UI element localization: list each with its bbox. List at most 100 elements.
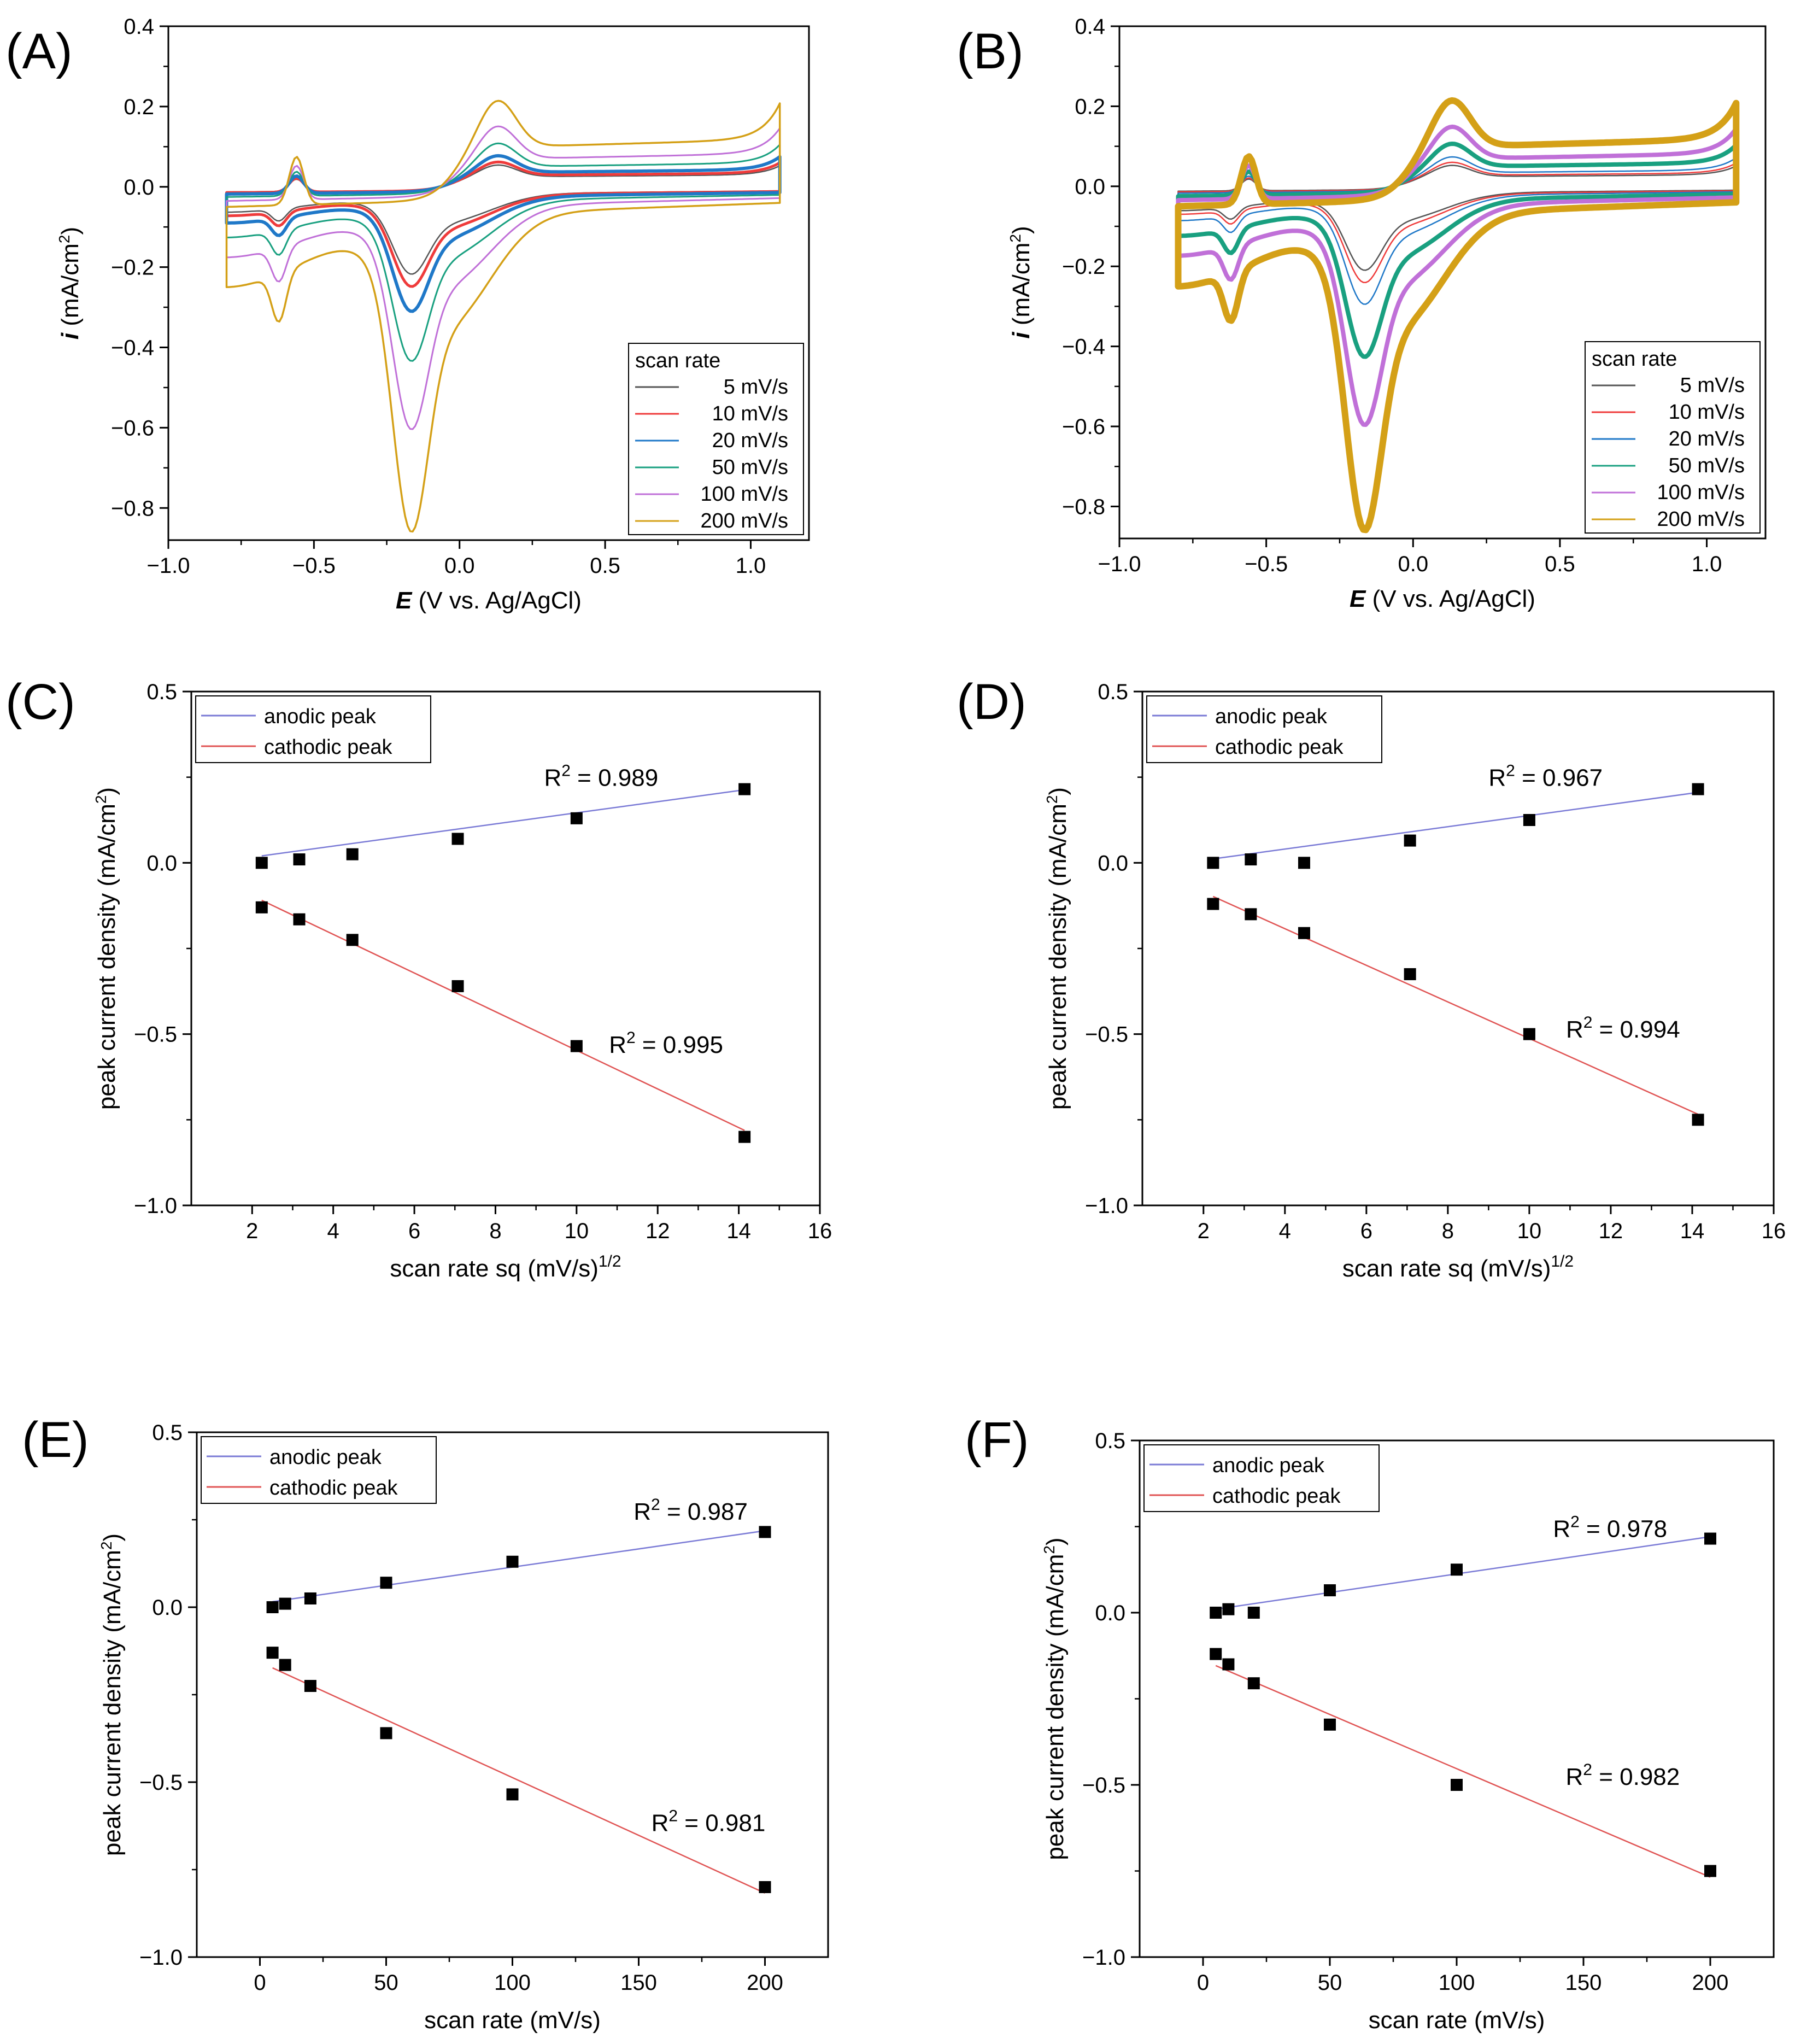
legend-label: 20 mV/s <box>712 429 788 452</box>
r-squared-value: = 0.989 <box>571 764 658 791</box>
y-tick-label: 0.4 <box>1075 15 1105 39</box>
x-tick-label: 4 <box>327 1219 339 1243</box>
r-squared-label: R2 = 0.981 <box>652 1807 766 1837</box>
panel-label: (A) <box>5 24 73 79</box>
x-tick-label: 12 <box>1599 1219 1623 1243</box>
r-squared-sup: 2 <box>626 1029 636 1047</box>
fit-line-anodic <box>1213 792 1698 860</box>
data-point <box>1523 1028 1535 1040</box>
legend-box <box>628 343 804 535</box>
y-axis-title-sup: 2 <box>1043 795 1060 804</box>
data-point <box>570 1040 583 1052</box>
r-squared-label: R2 = 0.989 <box>544 762 658 791</box>
fit-line-cathodic <box>272 1667 766 1894</box>
x-tick-label: 0.5 <box>590 554 620 578</box>
panel-f: (F) 0 50 100 150 200 −1.0 −0.5 0.0 0.5 scan rate (… <box>965 1412 1775 2034</box>
x-tick-label: −0.5 <box>292 554 336 578</box>
panel-label: (C) <box>5 674 75 730</box>
y-tick-label: −0.2 <box>111 256 154 280</box>
x-tick-label: 1.0 <box>1692 552 1722 576</box>
r-squared-sup: 2 <box>651 1496 660 1514</box>
y-tick-label: 0.0 <box>124 175 154 200</box>
r-squared-label: R2 = 0.995 <box>609 1029 723 1058</box>
x-tick-label: 1.0 <box>736 554 766 578</box>
data-point <box>451 980 464 992</box>
r-squared-value: = 0.967 <box>1515 764 1603 791</box>
data-point <box>570 812 583 824</box>
x-tick-label: −1.0 <box>147 554 190 578</box>
y-tick-label: 0.0 <box>146 851 177 875</box>
y-tick-label: −1.0 <box>139 1946 183 1970</box>
r-squared-symbol: R <box>633 1498 651 1525</box>
y-tick-label: −0.8 <box>111 496 154 520</box>
x-tick-label: 16 <box>1762 1219 1786 1243</box>
y-tick-label: 0.0 <box>1095 1601 1125 1625</box>
data-point <box>279 1659 291 1671</box>
y-tick-label: −0.4 <box>111 336 154 360</box>
x-tick-label: 10 <box>1517 1219 1542 1243</box>
plot-frame <box>167 25 810 541</box>
legend-box <box>201 1436 437 1504</box>
legend-label: cathodic peak <box>1215 736 1344 759</box>
y-axis-title: i (mA/cm2) <box>1007 226 1035 338</box>
x-tick-label: 12 <box>646 1219 670 1243</box>
cv-curve-3 <box>1176 142 1739 359</box>
data-point <box>1210 1648 1222 1660</box>
x-tick-label: 0 <box>1197 1971 1209 1995</box>
r-squared-symbol: R <box>652 1810 669 1837</box>
data-point <box>1210 1607 1222 1619</box>
x-axis-title: E (V vs. Ag/AgCl) <box>396 587 582 614</box>
panel-d: (D) 2 4 6 8 10 12 14 16 −1.0 −0.5 0.0 0.5 scan rate s… <box>957 674 1786 1282</box>
r-squared-symbol: R <box>1566 1764 1583 1790</box>
x-tick-label: 50 <box>374 1971 398 1995</box>
x-tick-label: 150 <box>1565 1971 1602 1995</box>
data-point <box>738 783 751 795</box>
r-squared-sup: 2 <box>561 762 571 780</box>
x-tick-label: 8 <box>489 1219 501 1243</box>
x-axis-title-unit: (V vs. Ag/AgCl) <box>412 587 582 614</box>
y-tick-label: 0.5 <box>146 680 177 704</box>
y-tick-label: −0.5 <box>1082 1773 1125 1797</box>
y-tick-label: −1.0 <box>134 1194 177 1218</box>
legend-label: cathodic peak <box>264 736 392 759</box>
cv-curve-5 <box>225 99 781 533</box>
r-squared-label: R2 = 0.987 <box>633 1496 748 1525</box>
r-squared-value: = 0.994 <box>1592 1016 1680 1043</box>
cv-curve-1 <box>1177 161 1737 284</box>
x-axis-title: E (V vs. Ag/AgCl) <box>1350 585 1535 612</box>
r-squared-value: = 0.981 <box>678 1810 765 1837</box>
y-axis-title-close: ) <box>93 787 120 795</box>
r-squared-label: R2 = 0.994 <box>1566 1014 1680 1043</box>
y-tick-label: −0.2 <box>1062 255 1105 279</box>
x-tick-label: 2 <box>1198 1219 1210 1243</box>
y-axis-title-unit: (mA/cm <box>1008 243 1035 332</box>
x-tick-label: 2 <box>246 1219 258 1243</box>
legend-label: 50 mV/s <box>712 456 788 479</box>
data-point <box>506 1555 519 1568</box>
legend-label: 200 mV/s <box>1657 508 1745 531</box>
data-point <box>451 833 464 845</box>
y-axis-title-close: ) <box>1042 1537 1069 1545</box>
legend-label: 100 mV/s <box>700 483 788 506</box>
x-tick-label: 8 <box>1442 1219 1454 1243</box>
y-tick-label: −0.5 <box>139 1771 183 1795</box>
legend-label: cathodic peak <box>1212 1485 1341 1508</box>
legend-label: cathodic peak <box>269 1477 398 1500</box>
legend-title: scan rate <box>1592 348 1677 371</box>
y-axis-title: i (mA/cm2) <box>56 227 84 339</box>
cv-curve-0 <box>1177 165 1737 271</box>
legend-box <box>195 695 431 763</box>
data-point <box>1451 1779 1463 1791</box>
y-tick-label: 0.0 <box>1075 175 1105 199</box>
panel-label: (E) <box>22 1412 89 1468</box>
data-point <box>1324 1584 1336 1597</box>
x-tick-label: 200 <box>747 1971 783 1995</box>
x-tick-label: 4 <box>1279 1219 1291 1243</box>
r-squared-value: = 0.982 <box>1592 1764 1680 1790</box>
legend-label: 5 mV/s <box>1680 374 1745 397</box>
x-axis-title-text: scan rate sq (mV/s) <box>390 1255 598 1282</box>
data-point <box>1245 853 1257 866</box>
legend-title: scan rate <box>635 349 720 372</box>
y-tick-label: −1.0 <box>1082 1946 1125 1970</box>
cv-curve-0 <box>226 164 781 275</box>
